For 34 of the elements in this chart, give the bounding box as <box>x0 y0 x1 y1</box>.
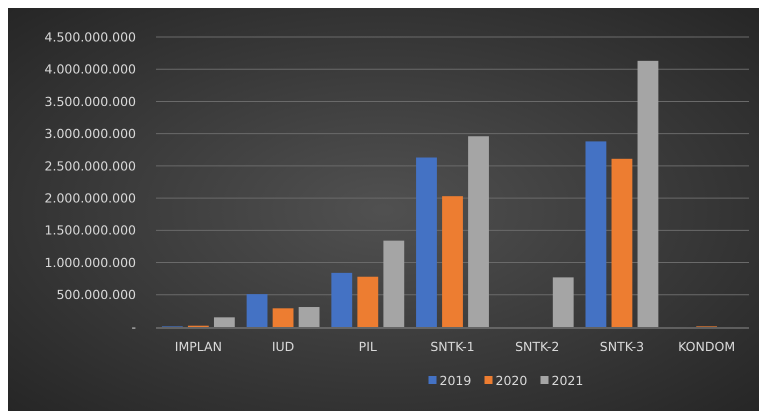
bar <box>246 294 268 327</box>
bar <box>272 308 294 327</box>
x-tick-label: SNTK-1 <box>430 339 475 354</box>
y-tick-label: 3.000.000.000 <box>44 126 136 142</box>
bar <box>586 141 606 327</box>
bar <box>416 158 437 327</box>
bar <box>383 240 404 327</box>
x-tick-label: IUD <box>272 339 294 354</box>
bar <box>331 272 352 327</box>
y-tick-label: 2.500.000.000 <box>44 158 136 174</box>
x-tick-label: PIL <box>358 339 377 354</box>
legend-label: 2019 <box>440 373 472 388</box>
bar <box>214 317 235 327</box>
y-tick-label: 3.500.000.000 <box>44 94 136 109</box>
x-tick-label: IMPLAN <box>174 339 222 354</box>
bar <box>638 60 658 327</box>
y-tick-label: 4.500.000.000 <box>44 29 136 44</box>
legend-label: 2021 <box>552 373 584 388</box>
y-tick-label: 1.500.000.000 <box>44 222 136 238</box>
bar <box>612 158 632 327</box>
y-tick-label: 2.000.000.000 <box>44 190 136 206</box>
bar <box>468 136 489 327</box>
x-tick-label: KONDOM <box>678 339 736 354</box>
x-tick-label: SNTK-2 <box>515 339 560 354</box>
legend-label: 2020 <box>496 373 528 388</box>
bar <box>298 307 320 327</box>
y-tick-label: 4.000.000.000 <box>44 62 136 77</box>
y-tick-label: 1.000.000.000 <box>44 254 136 270</box>
y-tick-label: 500.000.000 <box>56 287 136 302</box>
bar <box>442 196 463 327</box>
y-tick-label: - <box>131 319 136 334</box>
x-tick-label: SNTK-3 <box>600 339 644 354</box>
bar <box>357 276 378 327</box>
bar <box>552 277 574 327</box>
